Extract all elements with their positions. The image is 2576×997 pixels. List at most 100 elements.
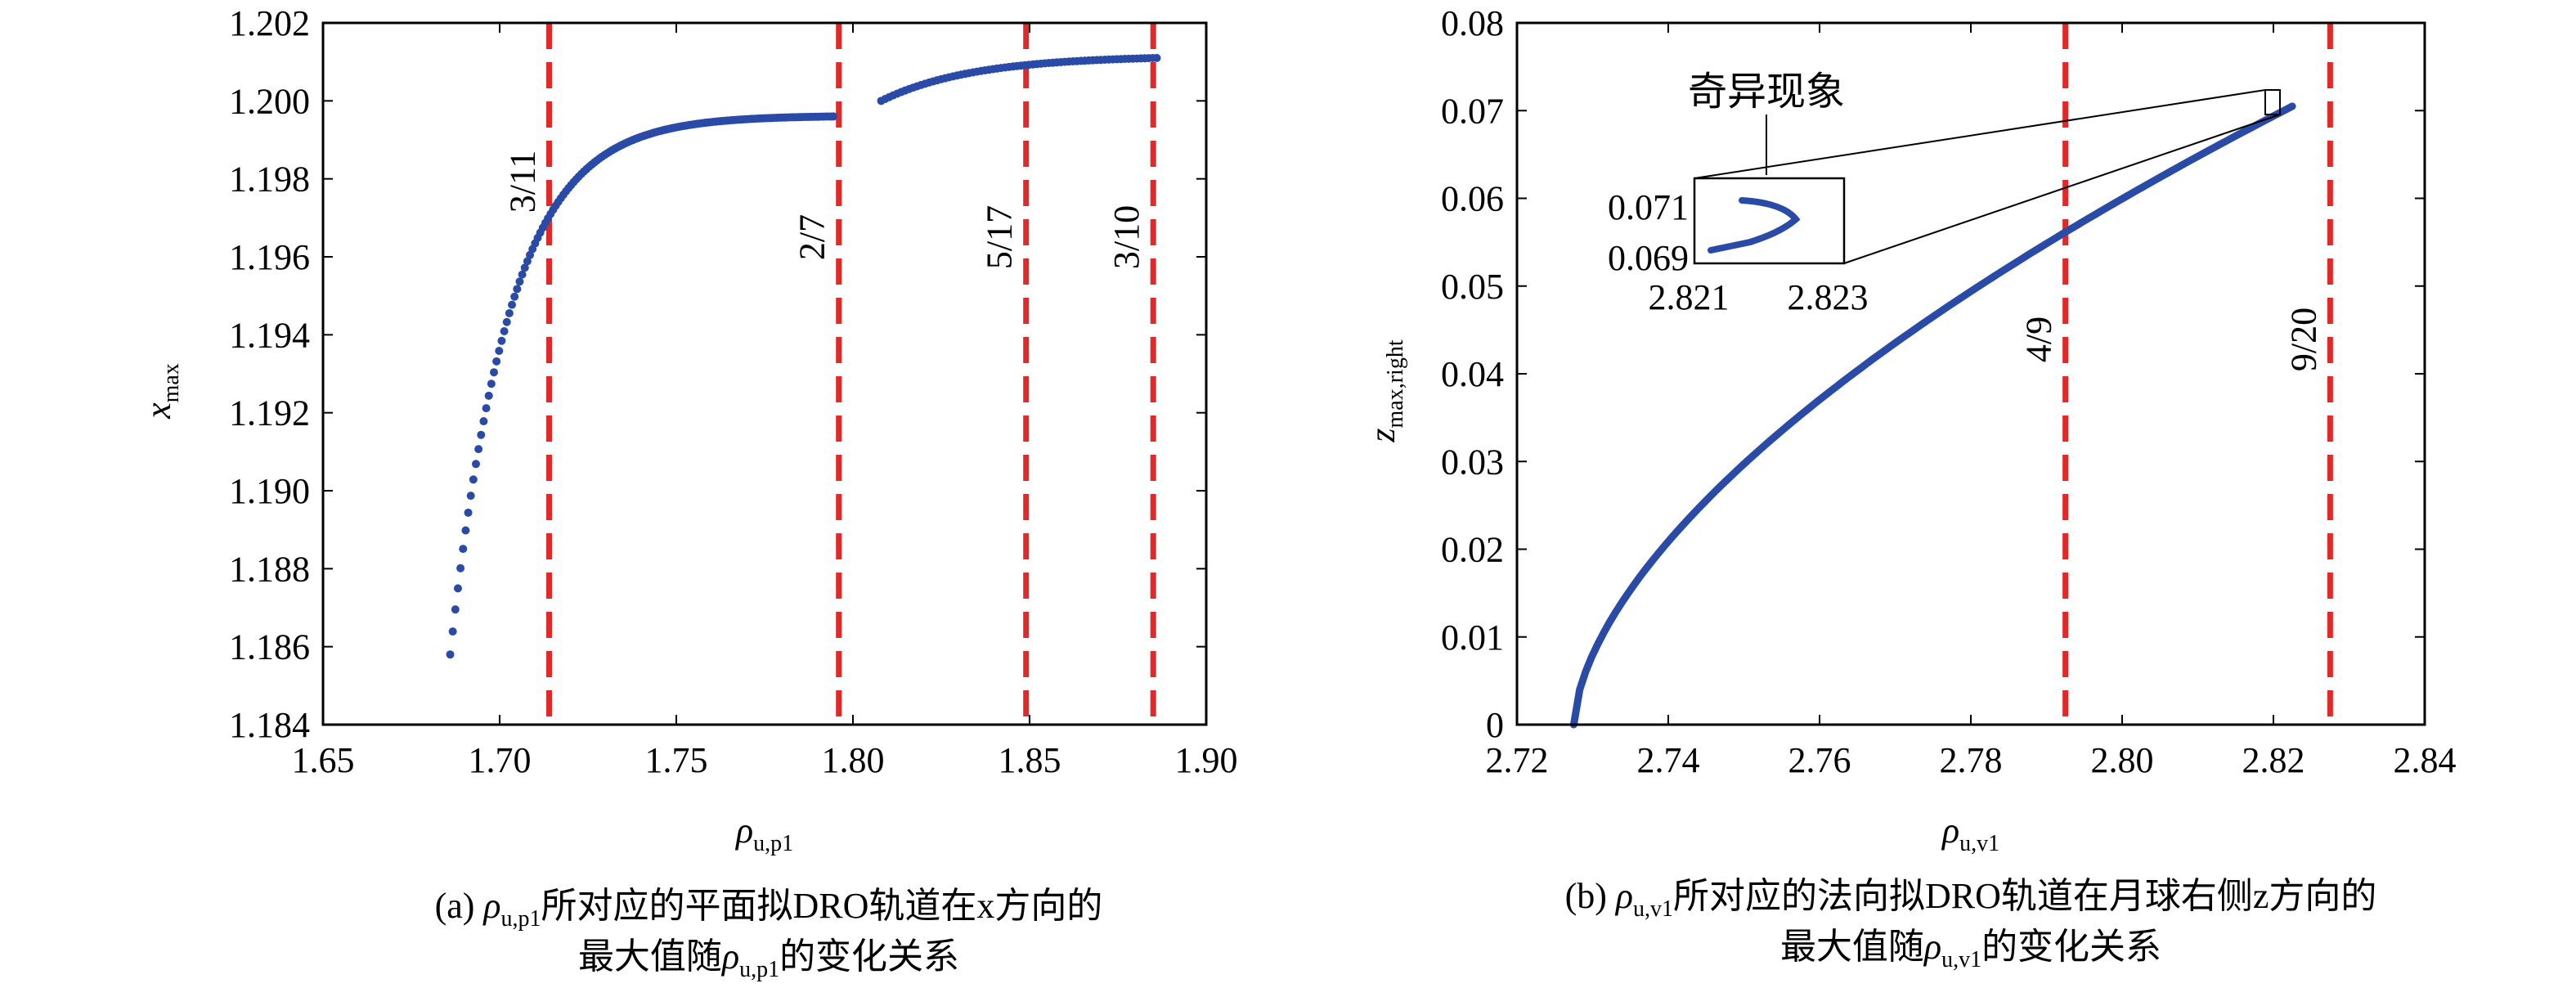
- panel-b-inset-xtick-right: 2.823: [1788, 277, 1869, 317]
- panel-b-xtick-label: 2.82: [2242, 740, 2305, 780]
- panel-a-data-point: [495, 347, 504, 356]
- panel-a-xtick-label: 1.90: [1175, 740, 1238, 780]
- panel-b-inset-ytick-top: 0.071: [1608, 187, 1689, 227]
- panel-a-data-point: [477, 430, 486, 439]
- panel-b-ytick-label: 0.06: [1441, 179, 1504, 219]
- panel-b-zoom-connector-bottom: [1843, 114, 2281, 264]
- panel-a-ytick-label: 1.196: [229, 237, 310, 277]
- panel-b-ytick-label: 0.02: [1441, 530, 1504, 570]
- panel-a-ytick-label: 1.188: [229, 549, 310, 589]
- panel-b-xtick-label: 2.78: [1940, 740, 2003, 780]
- panel-a-xtick-label: 1.65: [292, 740, 355, 780]
- panel-a-ylabel: xmax: [138, 363, 184, 420]
- panel-a-resonance-label: 3/11: [502, 150, 542, 213]
- panel-a-resonance-label: 2/7: [792, 214, 832, 260]
- panel-a-xtick-label: 1.70: [469, 740, 532, 780]
- panel-a-data-point: [520, 263, 529, 272]
- panel-b-zoom-connector-top: [1694, 89, 2266, 179]
- panel-b-inset-xtick-left: 2.821: [1649, 277, 1730, 317]
- panel-a-ytick-label: 1.194: [229, 315, 310, 355]
- panel-b-xtick-label: 2.72: [1486, 740, 1549, 780]
- panel-a-xtick-label: 1.80: [822, 740, 885, 780]
- panel-a-ytick-label: 1.184: [229, 705, 310, 745]
- panel-b-ytick-label: 0.05: [1441, 267, 1504, 307]
- panel-b-inset-curve: [1708, 197, 1801, 254]
- panel-b-plot-frame: [1515, 21, 2426, 726]
- panel-b-inset-ytick-bottom: 0.069: [1608, 238, 1689, 278]
- panel-b-xtick-label: 2.74: [1637, 740, 1700, 780]
- panel-a-data-point: [487, 379, 496, 388]
- panel-b: 2.72 2.74 2.76 2.78 2.80 2.82 2.84 0 0.01 0.02 0.0…: [1362, 3, 2457, 972]
- panel-a-data-point: [484, 391, 493, 400]
- panel-b-xlabel: ρu,v1: [1941, 811, 1999, 856]
- panel-a-caption-line2: 最大值随ρu,p1的变化关系: [578, 936, 959, 982]
- panel-a-data-point: [469, 475, 478, 484]
- panel-a-data-point: [492, 357, 501, 366]
- panel-a-data-point: [505, 308, 514, 317]
- panel-a-data-points: [446, 53, 1161, 659]
- panel-a-data-point: [446, 650, 455, 659]
- panel-a-data-point: [518, 270, 527, 279]
- panel-a-data-point: [482, 404, 491, 413]
- panel-a-data-point: [451, 605, 460, 614]
- panel-a-xtick-label: 1.85: [999, 740, 1061, 780]
- panel-a-resonance-label: 3/10: [1106, 205, 1147, 269]
- panel-a-data-point: [456, 564, 465, 573]
- panel-a-data-point: [471, 460, 480, 469]
- panel-a-data-point: [500, 326, 509, 335]
- panel-a-data-point: [1152, 53, 1161, 62]
- panel-b-ytick-label: 0.03: [1441, 442, 1504, 482]
- panel-b-xtick-label: 2.80: [2091, 740, 2154, 780]
- panel-b-ytick-label: 0.08: [1441, 3, 1504, 43]
- panel-b-caption-line2: 最大值随ρu,v1的变化关系: [1780, 927, 2161, 972]
- panel-a: 1.65 1.70 1.75 1.80 1.85 1.90 1.184 1.186 1.188 1…: [138, 3, 1238, 982]
- panel-b-resonance-label: 9/20: [2283, 308, 2323, 371]
- panel-a-grid-ticks: 1.65 1.70 1.75 1.80 1.85 1.90 1.184 1.186 1.188 1…: [229, 3, 1238, 780]
- panel-b-xtick-label: 2.84: [2394, 740, 2457, 780]
- panel-a-data-point: [459, 545, 468, 554]
- panel-a-xlabel: ρu,p1: [734, 811, 793, 856]
- panel-b-ytick-label: 0.04: [1441, 354, 1504, 394]
- panel-a-data-point: [513, 285, 522, 294]
- panel-a-data-point: [448, 627, 457, 636]
- panel-b-xtick-label: 2.76: [1788, 740, 1851, 780]
- panel-a-data-point: [515, 277, 524, 286]
- panel-b-curve: [1569, 102, 2296, 729]
- panel-a-data-point: [489, 368, 498, 377]
- panel-a-data-point: [508, 300, 517, 309]
- panel-a-data-point: [502, 317, 511, 326]
- panel-b-ylabel: zmax,right: [1362, 339, 1408, 442]
- panel-a-data-point: [464, 508, 473, 517]
- panel-a-xtick-label: 1.75: [645, 740, 708, 780]
- panel-b-caption-line1: (b) ρu,v1所对应的法向拟DRO轨道在月球右侧z方向的: [1565, 876, 2377, 922]
- panel-a-ytick-label: 1.186: [229, 627, 310, 667]
- panel-b-ytick-label: 0.07: [1441, 91, 1504, 131]
- panel-b-grid-ticks: 2.72 2.74 2.76 2.78 2.80 2.82 2.84 0 0.01 0.02 0.0…: [1441, 3, 2457, 780]
- panel-a-ytick-label: 1.198: [229, 159, 310, 200]
- panel-a-ytick-label: 1.190: [229, 471, 310, 511]
- panel-a-data-point: [497, 336, 506, 345]
- panel-b-ytick-label: 0.01: [1441, 618, 1504, 658]
- panel-b-resonance-lines: 4/9 9/20: [2019, 23, 2333, 725]
- panel-a-data-point: [510, 292, 519, 301]
- panel-a-resonance-lines: 3/11 2/7 5/17 3/10: [502, 23, 1156, 725]
- panel-a-data-point: [523, 257, 532, 266]
- panel-a-ytick-label: 1.192: [229, 393, 310, 433]
- panel-a-caption-line1: (a) ρu,p1所对应的平面拟DRO轨道在x方向的: [435, 886, 1103, 932]
- panel-b-zoom-region: [2264, 89, 2281, 115]
- panel-a-data-point: [829, 112, 838, 121]
- panel-a-ytick-label: 1.200: [229, 81, 310, 121]
- panel-b-inset: 奇异现象 0.071 0.069 2.821 2.823: [1608, 69, 2281, 317]
- panel-a-plot-frame: [321, 21, 1208, 726]
- panel-b-callout-label: 奇异现象: [1688, 69, 1845, 115]
- panel-a-data-point: [453, 584, 462, 593]
- panel-a-data-point: [479, 417, 488, 426]
- panel-a-data-point: [466, 492, 475, 501]
- panel-a-resonance-label: 5/17: [980, 205, 1020, 269]
- panel-a-data-point: [461, 526, 470, 535]
- panel-a-ytick-label: 1.202: [229, 3, 310, 43]
- panel-a-data-point: [474, 445, 483, 454]
- panel-b-ytick-label: 0: [1486, 705, 1504, 745]
- panel-b-resonance-label: 4/9: [2019, 317, 2059, 362]
